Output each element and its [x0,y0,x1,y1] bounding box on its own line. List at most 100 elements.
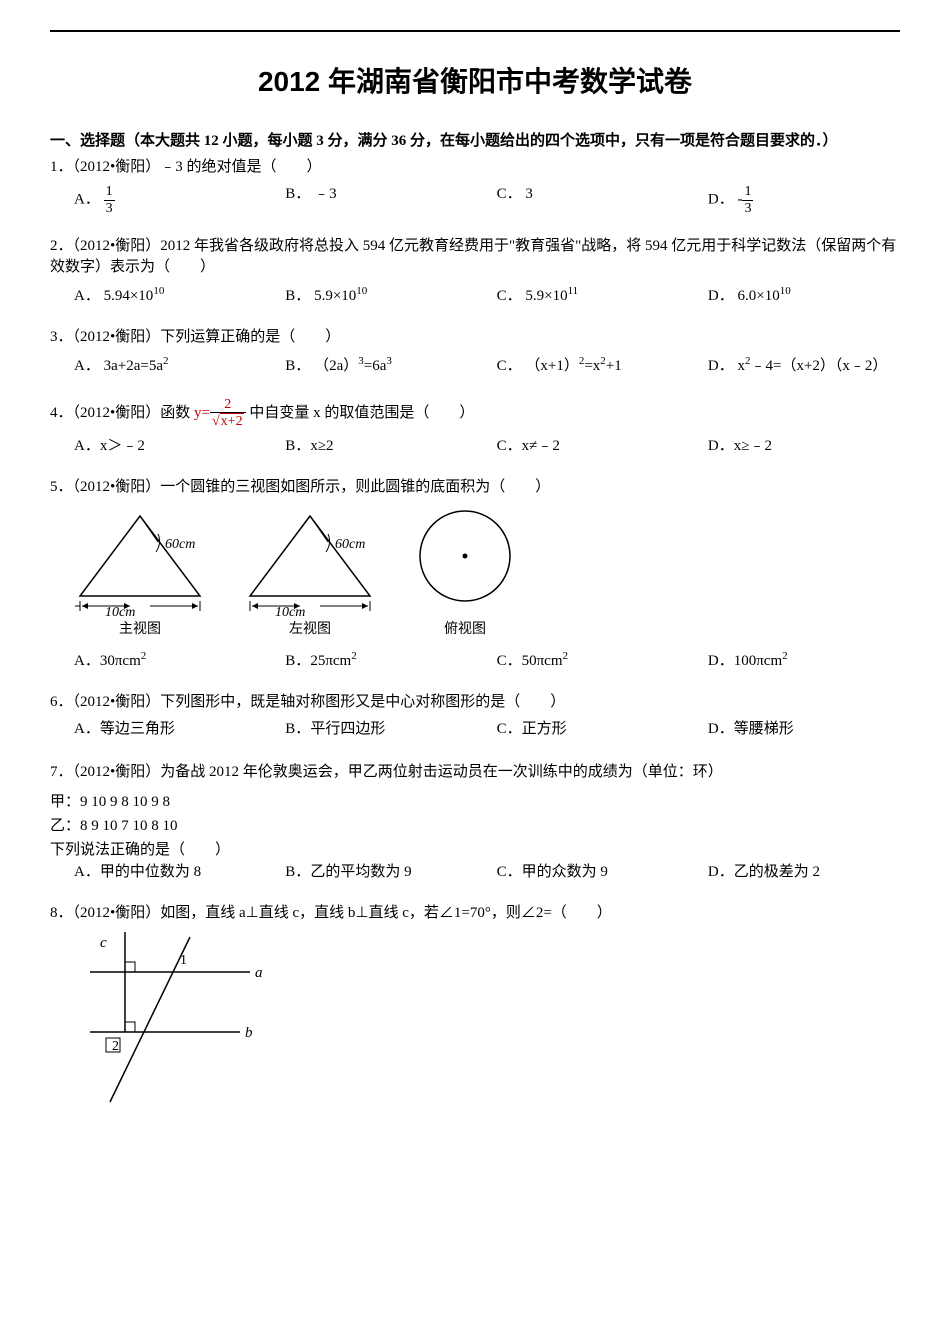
q5-c-exp: 2 [563,650,569,662]
q8-lbl-c: c [100,935,107,951]
q2-a-val: 5.94×10 [104,288,154,304]
q1-a-label: A． [74,192,100,208]
q7-line2: 乙：8 9 10 7 10 8 10 [50,814,900,838]
q7-c-val: 甲的众数为 9 [522,864,608,880]
q3-a-e: 2 [163,355,169,367]
q5-d-exp: 2 [782,650,788,662]
q1-opt-b: B． ﹣3 [285,184,496,216]
q4-sqrt-sym: √ [212,414,220,429]
question-7: 7．（2012•衡阳）为备战 2012 年伦敦奥运会，甲乙两位射击运动员在一次训… [50,760,900,883]
q7-b-val: 乙的平均数为 9 [310,864,411,880]
question-3: 3．（2012•衡阳）下列运算正确的是（ ） A． 3a+2a=5a2 B． （… [50,327,900,377]
q7-a-val: 甲的中位数为 8 [100,864,201,880]
q5-c-val: 50πcm [522,653,563,669]
q8-svg: c a b 1 2 [70,932,270,1112]
q2-c-val: 5.9×10 [525,288,567,304]
q3-a-label: A． [74,358,100,374]
q1-a-den: 3 [104,201,115,216]
q4-opt-a: A．x＞﹣2 [74,436,285,457]
q5-b-label: B． [285,653,310,669]
q6-d-label: D． [708,721,734,737]
q7-opt-c: C．甲的众数为 9 [497,862,708,883]
q4-d-val: x≥﹣2 [734,438,772,454]
q3-c-v1: （x+1） [525,358,578,374]
q5-options: A．30πcm2 B．25πcm2 C．50πcm2 D．100πcm2 [50,649,900,672]
q6-a-val: 等边三角形 [100,721,175,737]
q3-opt-a: A． 3a+2a=5a2 [74,354,285,377]
q7-line3: 下列说法正确的是（ ） [50,838,900,862]
q8-text: 8．（2012•衡阳）如图，直线 a⊥直线 c，直线 b⊥直线 c，若∠1=70… [50,903,900,924]
q4-num: 2 [210,397,246,413]
q5-s-60: 60cm [335,537,365,552]
q3-c-v2: =x [584,358,600,374]
q5-label3: 俯视图 [444,620,486,640]
q1-text: 1．（2012•衡阳）﹣3 的绝对值是（ ） [50,157,900,178]
q3-b-label: B． [285,358,310,374]
q5-a-exp: 2 [141,650,147,662]
q1-options: A． 1 3 B． ﹣3 C． 3 D． - 1 3 [50,184,900,216]
q4-sqrt-arg: x+2 [220,413,244,429]
q6-b-label: B． [285,721,310,737]
q1-d-den: 3 [742,201,753,216]
q4-den: √x+2 [210,413,246,429]
q5-top-view: 俯视图 [410,506,520,640]
q7-options: A．甲的中位数为 8 B．乙的平均数为 9 C．甲的众数为 9 D．乙的极差为 … [50,862,900,883]
q5-front-view: 60cm 10cm 主视图 [70,506,210,640]
q6-opt-d: D．等腰梯形 [708,719,900,740]
q6-text: 6．（2012•衡阳）下列图形中，既是轴对称图形又是中心对称图形的是（ ） [50,692,900,713]
q5-s-10: 10cm [275,605,305,616]
q5-b-val: 25πcm [310,653,351,669]
q5-side-view: 60cm 10cm 左视图 [240,506,380,640]
q2-c-label: C． [497,288,522,304]
q1-a-num: 1 [104,184,115,200]
q3-c-label: C． [497,358,522,374]
q8-lbl-b: b [245,1025,253,1041]
q7-opt-d: D．乙的极差为 2 [708,862,900,883]
q8-figure: c a b 1 2 [70,932,900,1119]
q3-opt-c: C． （x+1）2=x2+1 [497,354,708,377]
q5-a-val: 30πcm [100,653,141,669]
q5-f-60: 60cm [165,537,195,552]
q1-d-num: 1 [742,184,753,200]
q6-opt-c: C．正方形 [497,719,708,740]
q4-b-label: B． [285,438,310,454]
q5-figures: 60cm 10cm 主视图 60cm [70,506,900,640]
q3-opt-d: D． x2﹣4=（x+2）（x﹣2） [708,354,900,377]
q2-b-label: B． [285,288,310,304]
q6-options: A．等边三角形 B．平行四边形 C．正方形 D．等腰梯形 [50,719,900,740]
q7-opt-a: A．甲的中位数为 8 [74,862,285,883]
q7-c-label: C． [497,864,522,880]
q7-lines: 7．（2012•衡阳）为备战 2012 年伦敦奥运会，甲乙两位射击运动员在一次训… [50,760,900,862]
question-4: 4．（2012•衡阳）函数 y= 2 √x+2 中自变量 x 的取值范围是（ ）… [50,397,900,457]
q2-d-val: 6.0×10 [737,288,779,304]
q6-c-label: C． [497,721,522,737]
q2-d-label: D． [708,288,734,304]
section-header: 一、选择题（本大题共 12 小题，每小题 3 分，满分 36 分，在每小题给出的… [50,131,900,152]
q5-b-exp: 2 [351,650,357,662]
q3-options: A． 3a+2a=5a2 B． （2a）3=6a3 C． （x+1）2=x2+1… [50,354,900,377]
q1-d-frac: 1 3 [742,184,753,216]
q7-a-label: A． [74,864,100,880]
q6-c-val: 正方形 [522,721,567,737]
q7-d-label: D． [708,864,734,880]
q2-a-label: A． [74,288,100,304]
q4-a-val: x＞﹣2 [100,438,145,454]
q2-opt-c: C． 5.9×1011 [497,284,708,307]
q3-b-e2: 3 [386,355,392,367]
q3-b-v1: （2a） [314,358,358,374]
q5-d-val: 100πcm [734,653,782,669]
question-1: 1．（2012•衡阳）﹣3 的绝对值是（ ） A． 1 3 B． ﹣3 C． 3… [50,157,900,216]
q3-a-v1: 3a+2a=5a [104,358,163,374]
q4-pre: 4．（2012•衡阳）函数 [50,405,194,421]
question-5: 5．（2012•衡阳）一个圆锥的三视图如图所示，则此圆锥的底面积为（ ） 60c… [50,477,900,673]
q5-c-label: C． [497,653,522,669]
q6-b-val: 平行四边形 [310,721,385,737]
q3-opt-b: B． （2a）3=6a3 [285,354,496,377]
q1-a-frac: 1 3 [104,184,115,216]
q2-opt-b: B． 5.9×1010 [285,284,496,307]
q1-b-val: ﹣3 [314,186,337,202]
q5-text: 5．（2012•衡阳）一个圆锥的三视图如图所示，则此圆锥的底面积为（ ） [50,477,900,498]
q1-c-val: 3 [525,186,533,202]
q6-opt-b: B．平行四边形 [285,719,496,740]
top-rule [50,30,900,32]
